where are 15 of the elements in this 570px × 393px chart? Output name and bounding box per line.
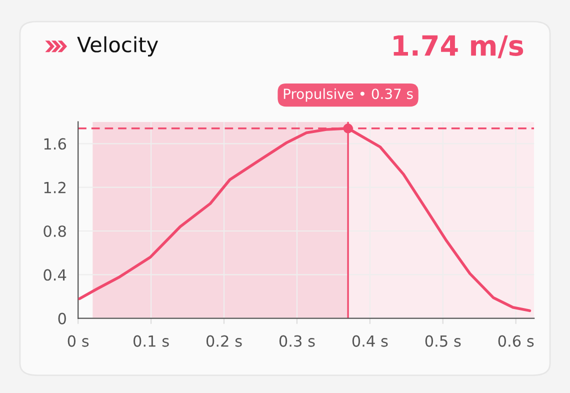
annotation: Propulsive • 0.37 s bbox=[284, 88, 413, 102]
x-tick-label: 0.6 s bbox=[498, 335, 534, 347]
chart-title: Velocity bbox=[77, 36, 158, 56]
x-tick-label: 0.1 s bbox=[134, 335, 169, 347]
x-tick-label: 0.5 s bbox=[425, 335, 461, 347]
x-tick-label: 0.2 s bbox=[206, 335, 242, 347]
y-tick-label: 1.6 bbox=[44, 138, 66, 150]
y-tick-label: 0 bbox=[58, 312, 66, 324]
y-tick-label: 1.2 bbox=[44, 182, 66, 194]
x-tick-label: 0 s bbox=[68, 335, 89, 347]
x-tick-label: 0.3 s bbox=[279, 335, 315, 347]
chart-subtitle: 1.74 m/s bbox=[394, 35, 524, 58]
x-tick-label: 0.4 s bbox=[352, 335, 388, 347]
y-tick-label: 0.4 bbox=[44, 269, 66, 281]
y-tick-label: 0.8 bbox=[44, 225, 66, 238]
